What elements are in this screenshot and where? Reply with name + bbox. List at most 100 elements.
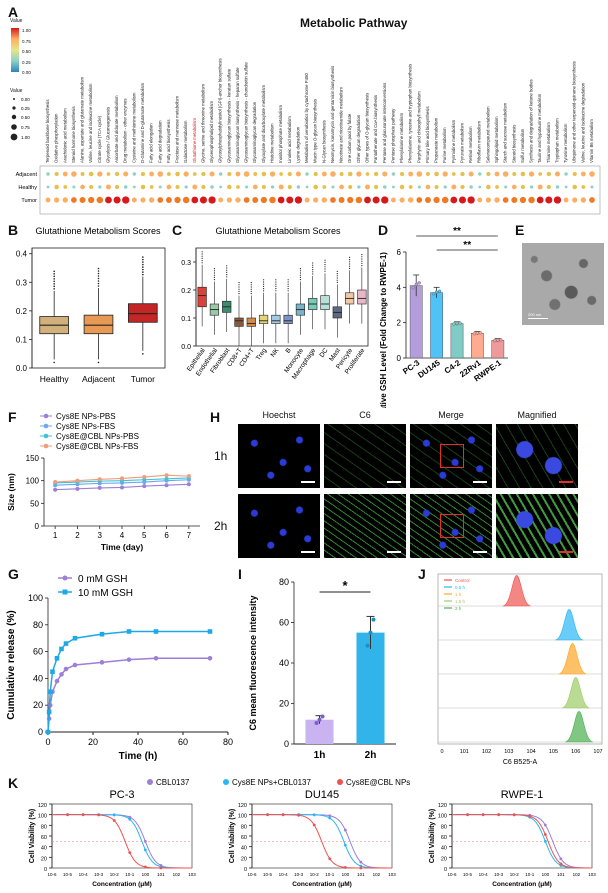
series-line [47, 630, 210, 733]
data-point [559, 862, 563, 866]
pathway-dot [261, 185, 266, 189]
panel-h-microscopy: Hoechst C6 Merge Magnified 1h 2h [210, 408, 608, 566]
pathway-dot [253, 172, 258, 176]
column-header: Hoechst [262, 410, 296, 420]
pathway-dot [219, 185, 223, 189]
pathway-dot [434, 171, 439, 177]
outlier-point [275, 290, 277, 292]
outlier-point [226, 267, 228, 269]
pathway-dot [468, 171, 474, 177]
outlier-point [275, 281, 277, 283]
series-point [97, 485, 102, 490]
series-point [63, 641, 69, 646]
outlier-point [348, 265, 351, 267]
pathway-dot [208, 196, 216, 204]
data-point [81, 813, 85, 817]
x-tick-label: 10-2 [310, 872, 320, 877]
x-tick-label: 103 [388, 872, 396, 877]
data-point [497, 813, 501, 817]
pathway-dot [554, 171, 561, 177]
bar-2h [356, 632, 385, 744]
legend-label: Cys8E NPs+CBL0137 [232, 778, 311, 787]
x-tick-label: 101 [557, 872, 565, 877]
series-point [207, 629, 213, 634]
pathway-label: Glycosaminoglycan biosynthesis - keratan… [226, 68, 231, 163]
pathway-dot [71, 197, 77, 203]
pathway-dot [536, 196, 544, 204]
sig-label-2: ** [463, 240, 471, 251]
panel-i-y-tick-label: 40 [279, 658, 289, 668]
outlier-point [336, 277, 338, 279]
series-point [126, 629, 132, 634]
data-point [365, 643, 370, 648]
outlier-point [312, 264, 314, 266]
legend-label: 2 h [455, 606, 462, 611]
pathway-label: Primary bile acid biosynthesis [425, 106, 430, 163]
outlier-point [299, 279, 302, 281]
data-point [297, 813, 301, 817]
outlier-point [142, 263, 144, 266]
panel-g-release: 0 20 40 60 80 100 0 20 40 60 80 Time (h) Cumulative … [6, 574, 233, 762]
outlier-point [312, 262, 314, 264]
pathway-label: Phenylalanine, tyrosine and tryptophan b… [408, 64, 413, 163]
panel-k-y-tick-label: 80 [441, 824, 447, 830]
x-tick-label: 40 [133, 737, 143, 747]
pathway-label: One carbon pool by folate [347, 113, 352, 163]
panel-b-y-tick-label: 0.4 [16, 250, 28, 259]
pathway-dot-plot: Adjacent Healthy Tumor Terpenoid backbon… [16, 58, 601, 215]
pathway-dot [287, 171, 292, 177]
pathway-dot [528, 171, 535, 177]
outlier-point [238, 293, 240, 295]
y-axis-label: Size (nm) [6, 473, 16, 511]
x-tick-label: 103 [188, 872, 196, 877]
pathway-dot [321, 197, 328, 203]
pathway-dot [467, 196, 475, 204]
category-label: Healthy [40, 374, 70, 384]
pathway-dot [355, 196, 363, 204]
pathway-dot [373, 171, 379, 177]
series-point [120, 476, 124, 481]
outlier-point [250, 284, 252, 286]
panel-b-y-tick-label: 0.3 [16, 278, 28, 287]
outlier-point [226, 269, 228, 271]
scale-bar [559, 551, 573, 553]
pathway-dot [399, 184, 405, 190]
x-tick-label: 80 [223, 737, 233, 747]
legend-label: Cys8E@CBL NPs [346, 778, 410, 787]
pathway-label: Terpenoid backbone biosynthesis [45, 99, 50, 163]
pathway-label: Fatty acid degradation [157, 120, 162, 163]
outlier-point [361, 258, 363, 260]
box [271, 314, 281, 324]
data-point [472, 331, 477, 336]
pathway-dot [166, 172, 171, 176]
outlier-point [142, 268, 144, 271]
pathway-dot [209, 171, 215, 177]
x-tick-label: 1 [53, 531, 58, 540]
pathway-dot [339, 172, 344, 176]
pathway-dot [495, 185, 499, 189]
outlier-point [312, 266, 314, 268]
data-point [411, 286, 415, 290]
pathway-dot [305, 172, 309, 176]
outlier-point [348, 261, 351, 263]
pathway-dot [458, 196, 467, 204]
pathway-dot [192, 184, 198, 190]
pathway-dot [148, 197, 155, 203]
pathway-label: Inositol phosphate metabolism [278, 105, 283, 163]
outlier-point [336, 273, 338, 275]
value-tick: 0.25 [22, 59, 31, 65]
legend-label: 1 h [455, 592, 462, 597]
panel-k-y-tick-label: 20 [441, 856, 447, 862]
x-tick-label: 100 [542, 872, 550, 877]
panel-d-y-tick-label: 6 [397, 248, 402, 257]
pathway-dot [572, 171, 577, 177]
pathway-dot [269, 171, 276, 177]
pathway-dot [529, 185, 534, 189]
pathway-label: Mucin type O-glycan biosynthesis [313, 99, 318, 163]
panel-b-y-tick-label: 0.1 [16, 335, 28, 344]
data-point [493, 339, 497, 343]
outlier-point [287, 290, 289, 292]
pathway-dot [553, 196, 562, 204]
series-point [164, 483, 169, 488]
pathway-dot [331, 185, 335, 189]
